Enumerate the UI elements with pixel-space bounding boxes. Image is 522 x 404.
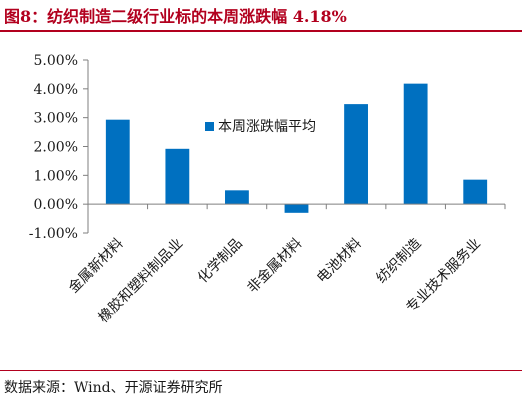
y-tick-label: -1.00% bbox=[29, 226, 78, 242]
bars bbox=[105, 83, 488, 213]
bar bbox=[403, 83, 428, 205]
figure-title: 图8：纺织制造二级行业标的本周涨跌幅 4.18% bbox=[4, 7, 347, 26]
bar bbox=[105, 119, 130, 205]
y-axis: -1.00% 0.00% 1.00% 2.00% 3.00% 4.00% 5.00% bbox=[29, 53, 89, 242]
legend: 本周涨跌幅平均 bbox=[205, 119, 316, 135]
bar bbox=[344, 104, 368, 205]
x-category-label: 电池材料 bbox=[314, 236, 365, 287]
y-tick-label: 3.00% bbox=[34, 111, 78, 127]
bar-chart: -1.00% 0.00% 1.00% 2.00% 3.00% 4.00% 5.00% 金属新… bbox=[29, 53, 506, 326]
title-divider bbox=[0, 30, 522, 32]
y-tick-label: 0.00% bbox=[34, 197, 78, 213]
x-category-label: 非金属材料 bbox=[245, 236, 306, 297]
x-category-label: 纺织制造 bbox=[374, 236, 425, 287]
x-category-label: 金属新材料 bbox=[66, 236, 127, 297]
legend-label: 本周涨跌幅平均 bbox=[218, 119, 316, 135]
bar bbox=[284, 204, 309, 213]
bar bbox=[165, 148, 190, 205]
source-divider bbox=[0, 370, 522, 371]
source-note: 数据来源：Wind、开源证券研究所 bbox=[4, 380, 223, 396]
y-tick-label: 5.00% bbox=[34, 53, 78, 69]
y-tick-label: 2.00% bbox=[34, 140, 78, 156]
bar bbox=[225, 190, 249, 205]
x-category-label: 化学制品 bbox=[195, 236, 246, 287]
y-tick-label: 1.00% bbox=[34, 168, 78, 184]
bar bbox=[463, 179, 488, 205]
y-tick-label: 4.00% bbox=[34, 82, 78, 98]
legend-swatch bbox=[205, 122, 214, 131]
